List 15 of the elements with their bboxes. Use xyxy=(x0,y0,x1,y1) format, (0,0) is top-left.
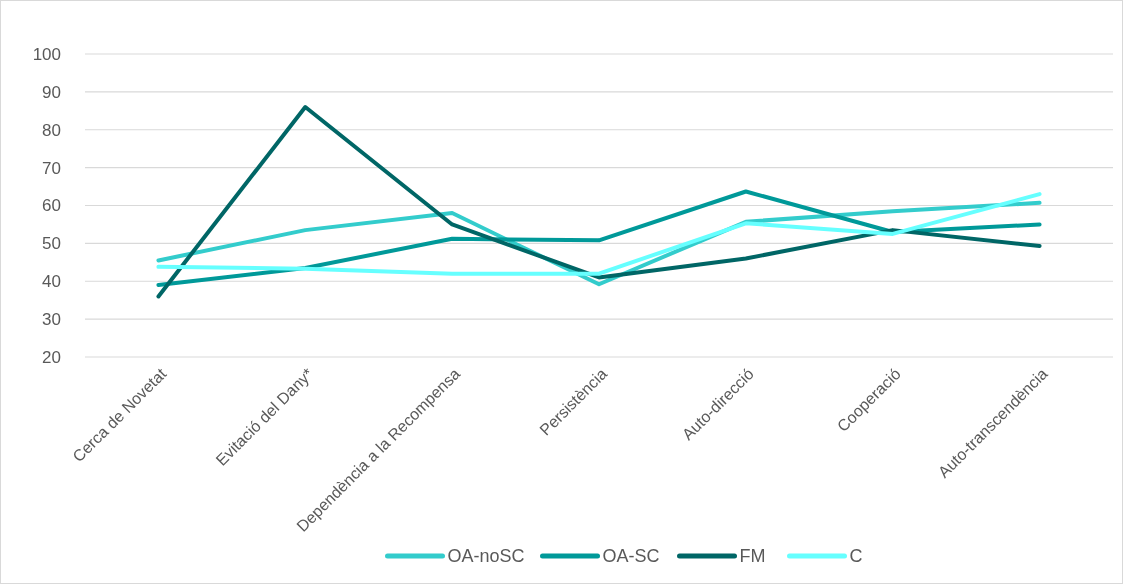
line-series xyxy=(156,192,1042,276)
y-tick-label: 40 xyxy=(42,272,61,292)
y-tick-label: 100 xyxy=(32,44,61,64)
y-tick-label: 50 xyxy=(42,234,61,254)
y-tick-label: 90 xyxy=(42,82,61,102)
legend-label: OA-SC xyxy=(602,546,660,567)
y-tick-label: 70 xyxy=(42,158,61,178)
legend-label: C xyxy=(849,546,863,567)
legend-label: OA-noSC xyxy=(447,546,525,567)
y-tick-label: 80 xyxy=(42,120,61,140)
y-tick-label: 60 xyxy=(42,196,61,216)
y-tick-label: 30 xyxy=(42,310,61,330)
legend-label: FM xyxy=(739,546,766,567)
line-series xyxy=(156,105,1042,299)
y-tick-label: 20 xyxy=(42,347,61,367)
